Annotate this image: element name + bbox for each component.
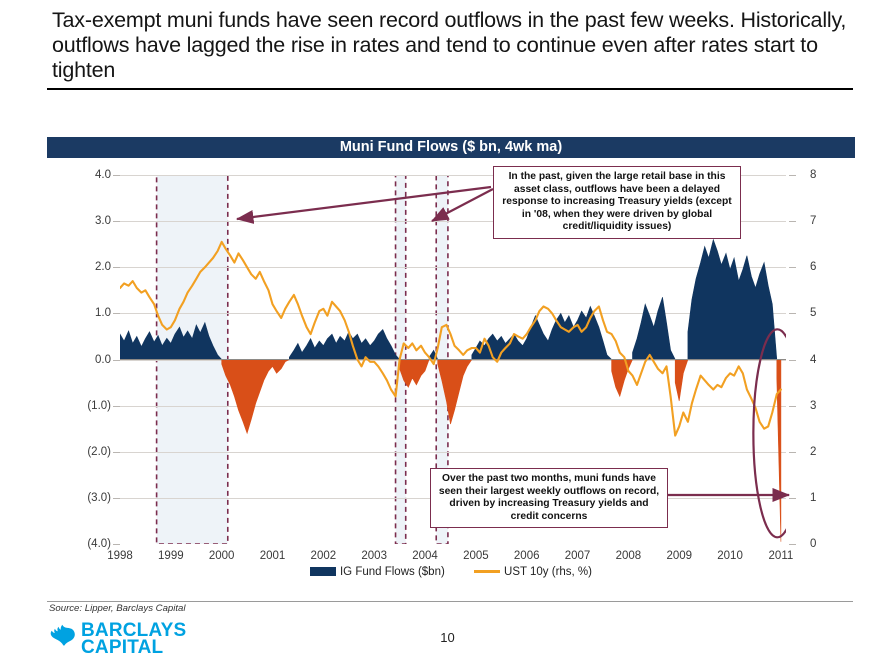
legend-item-ust: UST 10y (rhs, %): [448, 566, 592, 578]
y-axis-right-tick: 7: [810, 215, 817, 228]
y-axis-left-tickmark: [113, 221, 120, 222]
y-axis-left-tick: (1.0): [87, 399, 111, 412]
y-axis-left-tick: (2.0): [87, 445, 111, 458]
y-axis-right-tickmark: [789, 221, 796, 222]
y-axis-right-tick: 2: [810, 445, 817, 458]
y-axis-left-tickmark: [113, 406, 120, 407]
y-axis-left-tick: 1.0: [95, 307, 111, 320]
x-axis-tick: 2002: [310, 550, 337, 562]
chart-plot-area: [120, 175, 786, 544]
logo-line-capital: CAPITAL: [81, 637, 164, 658]
y-axis-left-tick: 2.0: [95, 261, 111, 274]
x-axis-tick: 2003: [361, 550, 387, 562]
ust-10y-line: [120, 240, 782, 437]
x-axis-tick: 2004: [412, 550, 438, 562]
barclays-eagle-icon: [50, 624, 75, 646]
x-axis-tick: 2007: [564, 550, 591, 562]
ellipse-2011-outflow: [752, 328, 786, 539]
barclays-logo-text: BARCLAYS CAPITAL: [81, 620, 187, 658]
source-note: Source: Lipper, Barclays Capital: [49, 603, 186, 614]
y-axis-left-tickmark: [113, 498, 120, 499]
y-axis-right-tickmark: [789, 267, 796, 268]
page-title: Tax-exempt muni funds have seen record o…: [52, 8, 847, 82]
x-axis-tick: 2010: [717, 550, 743, 562]
y-axis-right-tick: 0: [810, 538, 817, 550]
y-axis-left-tick: (4.0): [87, 538, 111, 550]
y-axis-right-tickmark: [789, 313, 796, 314]
y-axis-right-tick: 1: [810, 491, 817, 504]
y-axis-right-tick: 3: [810, 399, 817, 412]
x-axis-tick: 1998: [107, 550, 133, 562]
chart-panel: Muni Fund Flows ($ bn, 4wk ma) 4.0 3.0 2.0…: [47, 137, 855, 592]
y-axis-right-tick: 8: [810, 169, 817, 181]
legend-swatch-flows-icon: [309, 567, 336, 577]
y-axis-right-tickmark: [789, 544, 796, 545]
y-axis-left-tick: (3.0): [87, 491, 111, 504]
barclays-logo: BARCLAYS CAPITAL: [50, 620, 187, 658]
legend-label-ust: UST 10y (rhs, %): [504, 566, 592, 578]
y-axis-left-tick: 4.0: [95, 169, 111, 181]
y-axis-left-tickmark: [113, 544, 120, 545]
logo-line-barclays: BARCLAYS: [81, 620, 187, 641]
chart-canvas: [120, 175, 786, 544]
y-axis-right-tickmark: [789, 175, 796, 176]
x-axis-tick: 2005: [463, 550, 489, 562]
annotation-record-outflows: Over the past two months, muni funds hav…: [430, 468, 668, 529]
legend-label-flows: IG Fund Flows ($bn): [339, 566, 445, 578]
y-axis-right-tick: 6: [810, 261, 817, 274]
fund-flow-outflow-area: [221, 359, 782, 542]
page-number: 10: [440, 630, 455, 645]
x-axis-tick: 2011: [768, 550, 794, 562]
fund-flow-inflow-area: [120, 238, 778, 360]
title-divider: [47, 88, 853, 90]
legend-item-flows: IG Fund Flows ($bn): [309, 566, 445, 578]
x-axis-tick: 2008: [615, 550, 642, 562]
y-axis-left-tickmark: [113, 267, 120, 268]
y-axis-right-tick: 4: [810, 353, 817, 366]
y-axis-left-tickmark: [113, 175, 120, 176]
chart-legend: IG Fund Flows ($bn) UST 10y (rhs, %): [47, 566, 855, 578]
source-divider: [47, 601, 853, 602]
x-axis-tick: 2006: [513, 550, 540, 562]
y-axis-left-tickmark: [113, 360, 120, 361]
y-axis-right-tickmark: [789, 360, 796, 361]
y-axis-left-tickmark: [113, 452, 120, 453]
x-axis-tick: 2001: [259, 550, 286, 562]
legend-swatch-ust-icon: [474, 570, 501, 574]
chart-title: Muni Fund Flows ($ bn, 4wk ma): [47, 137, 855, 158]
x-axis-tick: 2000: [208, 550, 235, 562]
y-axis-right-tickmark: [789, 406, 796, 407]
y-axis-left-tick: 0.0: [95, 353, 111, 366]
annotation-past-response: In the past, given the large retail base…: [493, 166, 741, 239]
y-axis-left-tickmark: [113, 313, 120, 314]
y-axis-right-tick: 5: [810, 307, 817, 320]
x-axis-tick: 2009: [666, 550, 693, 562]
y-axis-left-tick: 3.0: [95, 215, 111, 228]
x-axis-tick: 1999: [158, 550, 184, 562]
y-axis-right-tickmark: [789, 498, 796, 499]
y-axis-right-tickmark: [789, 452, 796, 453]
